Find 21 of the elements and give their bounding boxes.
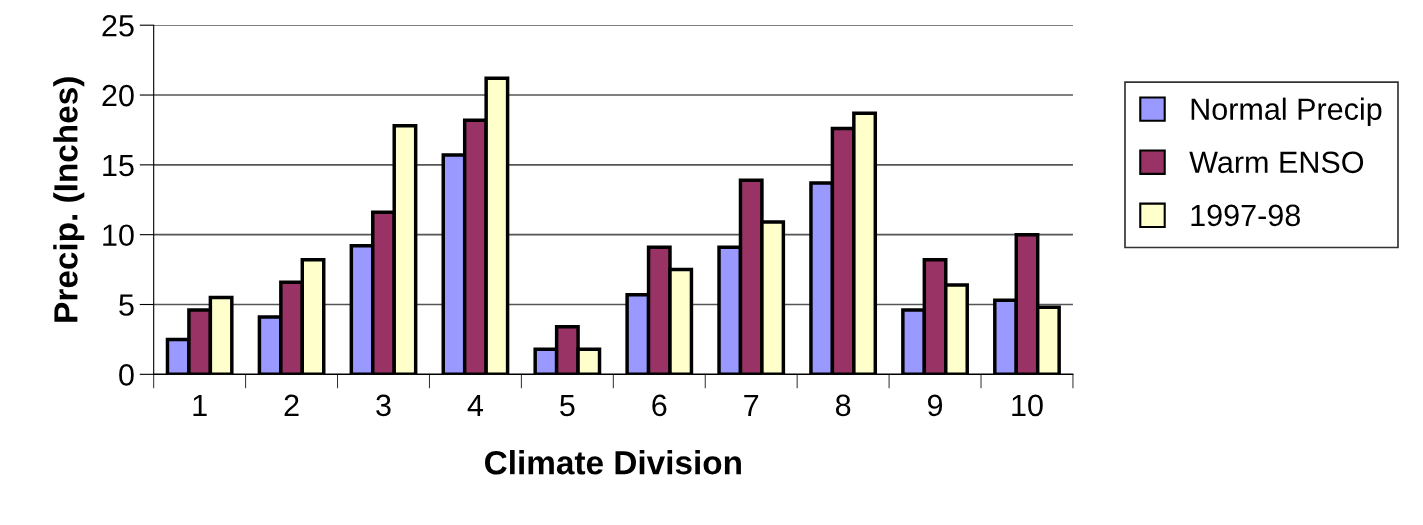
legend-label: Normal Precip xyxy=(1191,97,1382,127)
x-tick-label: 5 xyxy=(560,394,575,417)
x-tick-label: 3 xyxy=(376,394,391,417)
legend-label: 1997-98 xyxy=(1191,204,1300,227)
y-tick-label: 20 xyxy=(102,84,134,107)
x-tick-label: 9 xyxy=(927,394,943,417)
legend-label: Warm ENSO xyxy=(1189,151,1364,174)
x-tick-label: 4 xyxy=(467,394,484,416)
x-axis-title: Climate Division xyxy=(485,450,741,475)
y-tick-label: 10 xyxy=(103,224,134,247)
x-tick-label: 7 xyxy=(744,394,759,416)
x-tick-label: 6 xyxy=(652,394,667,417)
y-axis-title: Precip. (Inches) xyxy=(53,77,85,322)
x-tick-label: 2 xyxy=(284,394,299,416)
y-tick-label: 25 xyxy=(102,14,134,37)
x-tick-label: 10 xyxy=(1012,394,1043,417)
x-tick-label: 1 xyxy=(193,394,207,416)
y-tick-label: 0 xyxy=(119,364,134,386)
y-tick-label: 15 xyxy=(103,154,134,177)
x-tick-label: 8 xyxy=(835,394,851,417)
y-tick-label: 5 xyxy=(119,294,134,316)
